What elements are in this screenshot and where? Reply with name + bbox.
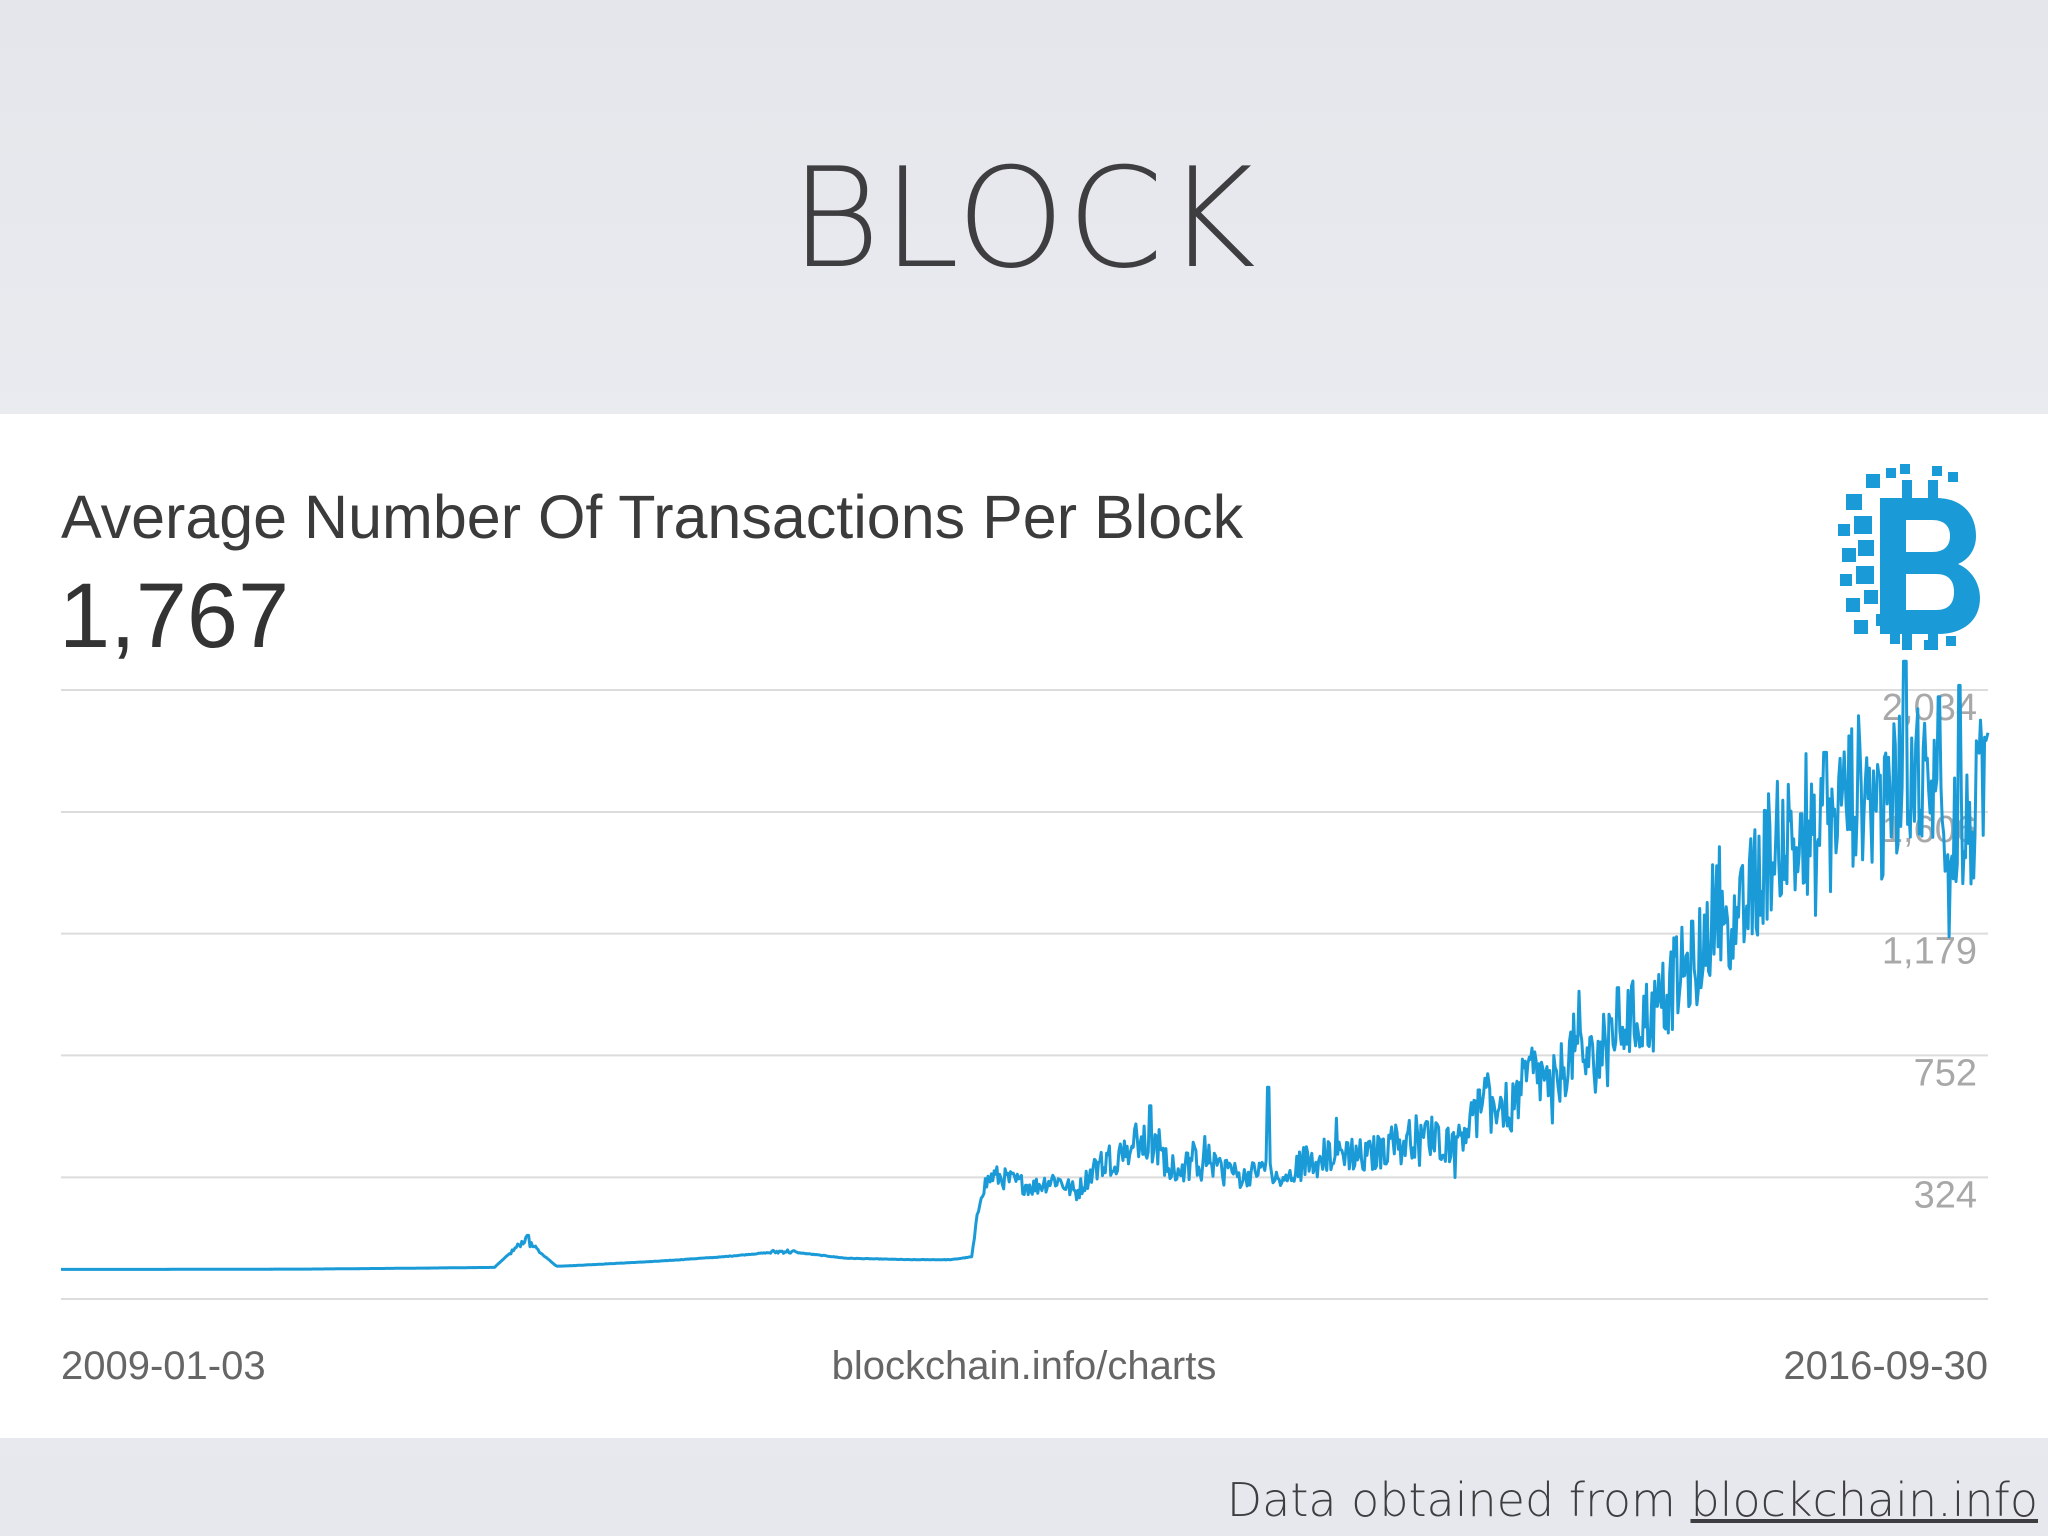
credit-prefix: Data obtained from: [1226, 1473, 1691, 1527]
chart-title: Average Number Of Transactions Per Block: [61, 483, 1244, 551]
series-line: [60, 659, 1990, 1271]
headline-value: 1,767: [59, 565, 290, 667]
blockchain-logo-icon: [1838, 464, 1980, 650]
y-tick-label: 324: [1914, 1174, 1977, 1216]
x-start-label: 2009-01-03: [61, 1344, 266, 1388]
x-end-label: 2016-09-30: [1783, 1344, 1988, 1388]
slide-title: BLOCK: [790, 138, 1258, 299]
credit-line: Data obtained from blockchain.info: [1227, 1473, 2038, 1527]
chart-panel: Average Number Of Transactions Per Block…: [0, 414, 2048, 1438]
source-label: blockchain.info/charts: [831, 1344, 1217, 1388]
y-tick-label: 752: [1914, 1052, 1977, 1094]
y-tick-label: 2,034: [1882, 687, 1977, 729]
credit-link[interactable]: blockchain.info: [1690, 1473, 2038, 1527]
y-tick-label: 1,179: [1882, 931, 1977, 973]
